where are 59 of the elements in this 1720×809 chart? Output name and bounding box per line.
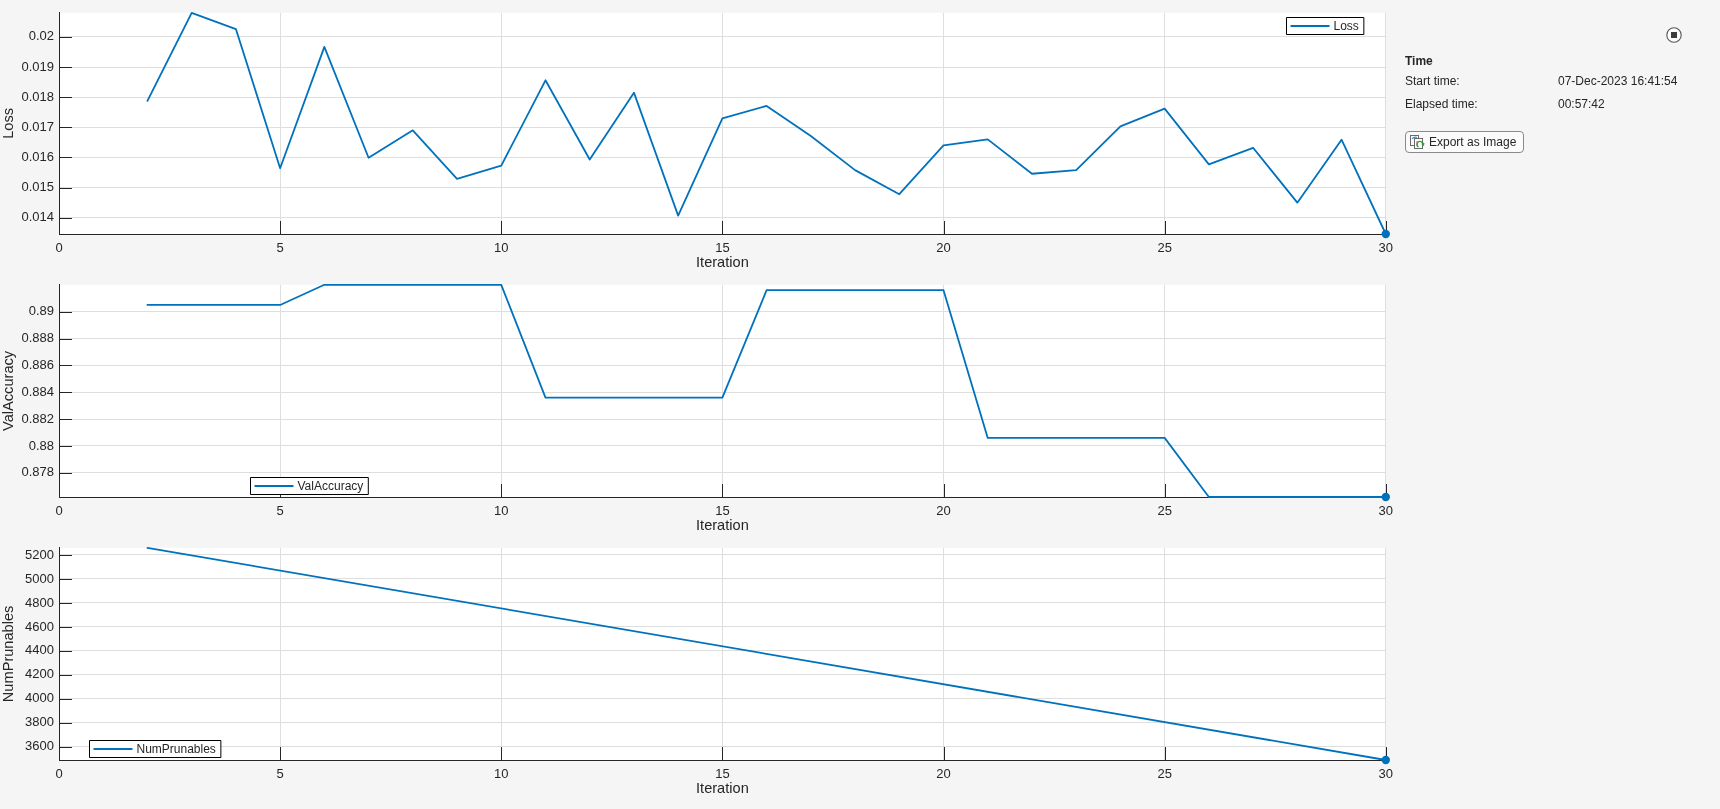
y-tick-label: 0.017 bbox=[21, 118, 54, 134]
x-tick-label: 5 bbox=[276, 240, 284, 256]
y-tick-label: 4600 bbox=[25, 618, 54, 634]
x-tick-label: 25 bbox=[1157, 766, 1172, 782]
y-tick-label: 0.014 bbox=[21, 209, 54, 225]
y-tick-label: 0.878 bbox=[21, 464, 54, 480]
y-tick-label: 0.019 bbox=[21, 58, 54, 74]
y-tick-label: 0.018 bbox=[21, 88, 54, 104]
y-tick-label: 0.015 bbox=[21, 179, 54, 195]
text: 00:57:42 bbox=[1558, 96, 1605, 112]
x-tick-label: 25 bbox=[1157, 503, 1172, 519]
x-axis-title: Iteration bbox=[696, 517, 749, 534]
x-tick-label: 30 bbox=[1378, 766, 1393, 782]
y-tick-label: 4800 bbox=[25, 594, 54, 610]
y-tick-label: 0.888 bbox=[21, 330, 54, 346]
y-tick-label: 0.89 bbox=[28, 303, 54, 319]
x-tick-label: 0 bbox=[55, 766, 63, 782]
y-tick-label: 0.88 bbox=[28, 437, 54, 453]
x-tick-label: 20 bbox=[936, 766, 951, 782]
y-tick-label: 5000 bbox=[25, 570, 54, 586]
y-tick-label: 4200 bbox=[25, 666, 54, 682]
x-tick-label: 5 bbox=[276, 766, 284, 782]
y-axis-title: Loss bbox=[0, 107, 16, 139]
text: Start time: bbox=[1405, 73, 1460, 89]
text: Time bbox=[1405, 53, 1433, 69]
text: Export as Image bbox=[1429, 134, 1517, 150]
x-axis-title: Iteration bbox=[696, 254, 749, 271]
x-tick-label: 15 bbox=[715, 766, 730, 782]
y-tick-label: 0.884 bbox=[21, 383, 54, 399]
x-tick-label: 15 bbox=[715, 240, 730, 256]
y-axis-title: ValAccuracy bbox=[0, 350, 16, 431]
x-tick-label: 30 bbox=[1378, 240, 1393, 256]
x-tick-label: 0 bbox=[55, 503, 63, 519]
y-tick-label: 0.02 bbox=[28, 28, 54, 44]
y-tick-label: 3600 bbox=[25, 738, 54, 754]
x-tick-label: 20 bbox=[936, 503, 951, 519]
y-tick-label: 5200 bbox=[25, 546, 54, 562]
x-axis-title: Iteration bbox=[696, 780, 749, 797]
x-tick-label: 10 bbox=[494, 766, 509, 782]
x-tick-label: 25 bbox=[1157, 240, 1172, 256]
y-axis-title: NumPrunables bbox=[0, 605, 16, 703]
y-tick-label: 0.882 bbox=[21, 410, 54, 426]
y-tick-label: 0.886 bbox=[21, 356, 54, 372]
x-tick-label: 5 bbox=[276, 503, 284, 519]
legend-label: NumPrunables bbox=[136, 741, 216, 756]
y-tick-label: 4400 bbox=[25, 642, 54, 658]
y-tick-label: 0.016 bbox=[21, 149, 54, 165]
legend-label: Loss bbox=[1333, 18, 1359, 33]
legend-label: ValAccuracy bbox=[297, 478, 364, 493]
x-tick-label: 0 bbox=[55, 240, 63, 256]
x-tick-label: 10 bbox=[494, 503, 509, 519]
text: Elapsed time: bbox=[1405, 96, 1478, 112]
x-tick-label: 10 bbox=[494, 240, 509, 256]
x-tick-label: 30 bbox=[1378, 503, 1393, 519]
y-tick-label: 4000 bbox=[25, 690, 54, 706]
y-tick-label: 3800 bbox=[25, 714, 54, 730]
text: 07-Dec-2023 16:41:54 bbox=[1558, 73, 1678, 89]
x-tick-label: 20 bbox=[936, 240, 951, 256]
x-tick-label: 15 bbox=[715, 503, 730, 519]
